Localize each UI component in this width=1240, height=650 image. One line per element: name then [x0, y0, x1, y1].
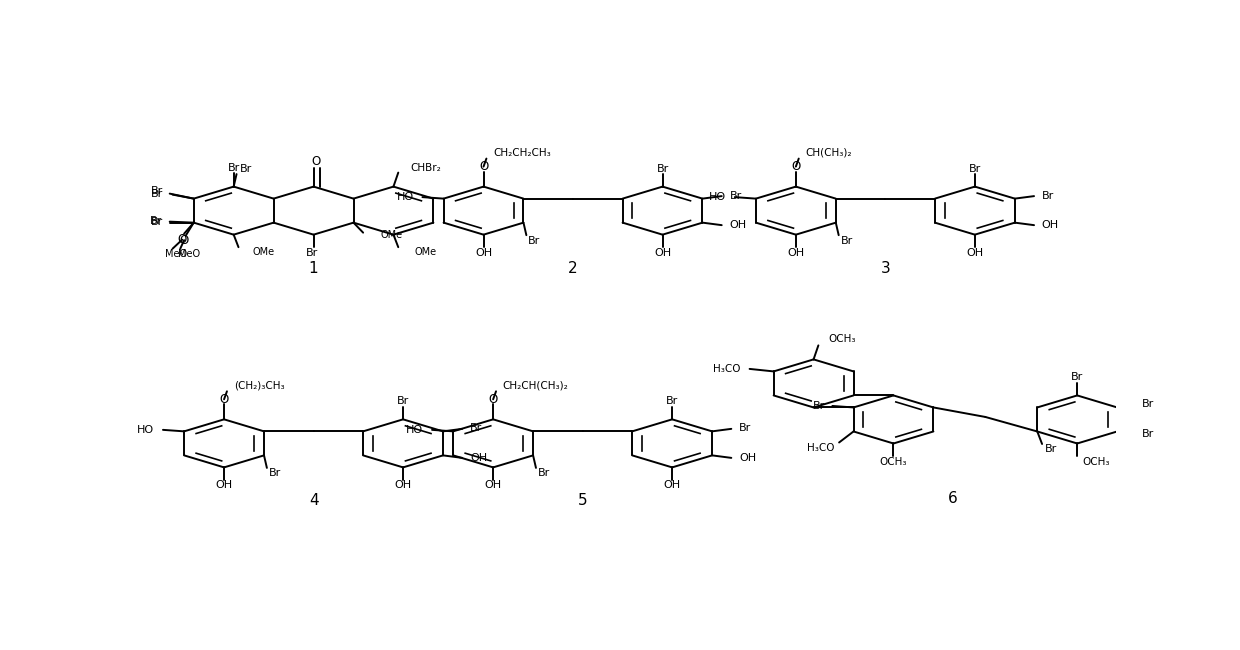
Text: HO: HO [709, 192, 727, 202]
Text: CHBr₂: CHBr₂ [410, 162, 441, 173]
Text: Br: Br [729, 190, 742, 201]
Text: CH₂CH(CH₃)₂: CH₂CH(CH₃)₂ [502, 380, 568, 390]
Text: OH: OH [1042, 220, 1059, 230]
Text: OH: OH [485, 480, 502, 490]
Text: HO: HO [407, 425, 423, 435]
Text: O: O [479, 160, 489, 173]
Text: Br: Br [470, 423, 482, 434]
Text: OH: OH [663, 480, 681, 490]
Text: OCH₃: OCH₃ [828, 334, 856, 345]
Text: O: O [180, 233, 188, 246]
Text: Br: Br [841, 236, 853, 246]
Text: HO: HO [397, 192, 414, 202]
Text: Br: Br [528, 236, 541, 246]
Text: O: O [177, 233, 187, 246]
Text: Br: Br [1042, 190, 1054, 201]
Text: OH: OH [787, 248, 805, 257]
Text: Br: Br [269, 469, 281, 478]
Text: OH: OH [966, 248, 983, 257]
Text: OCH₃: OCH₃ [1083, 456, 1110, 467]
Text: Br: Br [151, 216, 162, 227]
Text: CH₂CH₂CH₃: CH₂CH₂CH₃ [494, 148, 551, 157]
Text: Br: Br [151, 188, 162, 199]
Text: O: O [489, 393, 497, 406]
Text: OMe: OMe [414, 247, 436, 257]
Text: OH: OH [653, 248, 671, 257]
Text: OH: OH [739, 453, 756, 463]
Text: OMe: OMe [253, 247, 275, 257]
Text: Br: Br [239, 164, 252, 174]
Text: CH(CH₃)₂: CH(CH₃)₂ [806, 148, 852, 157]
Text: (CH₂)₃CH₃: (CH₂)₃CH₃ [233, 380, 284, 390]
Text: 3: 3 [880, 261, 890, 276]
Text: OH: OH [729, 220, 746, 230]
Text: HO: HO [138, 425, 154, 435]
Text: Br: Br [305, 248, 317, 257]
Text: Br: Br [1142, 400, 1154, 410]
Text: O: O [311, 155, 321, 168]
Text: Br: Br [968, 164, 981, 174]
Text: 2: 2 [568, 261, 578, 276]
Text: OMe: OMe [381, 230, 403, 240]
Text: Br: Br [1071, 372, 1084, 382]
Text: Br: Br [151, 186, 162, 196]
Text: Br: Br [397, 396, 409, 406]
Text: OH: OH [394, 480, 412, 490]
Text: MeO: MeO [177, 249, 200, 259]
Text: H₃CO: H₃CO [713, 364, 742, 374]
Text: MeO: MeO [165, 249, 187, 259]
Text: OH: OH [475, 248, 492, 257]
Text: Br: Br [1142, 429, 1154, 439]
Text: OH: OH [470, 453, 487, 463]
Text: Br: Br [666, 396, 678, 406]
Text: 4: 4 [309, 493, 319, 508]
Text: Br: Br [1045, 445, 1058, 454]
Text: 1: 1 [309, 261, 319, 276]
Text: Br: Br [538, 469, 551, 478]
Text: Br: Br [812, 401, 825, 411]
Text: Br: Br [150, 216, 162, 226]
Text: O: O [219, 393, 228, 406]
Text: Br: Br [739, 423, 751, 434]
Text: O: O [791, 160, 801, 173]
Text: OCH₃: OCH₃ [879, 456, 908, 467]
Text: Br: Br [656, 164, 668, 174]
Text: 5: 5 [578, 493, 588, 508]
Text: H₃CO: H₃CO [807, 443, 835, 453]
Text: 6: 6 [947, 491, 957, 506]
Text: OH: OH [216, 480, 233, 490]
Text: Br: Br [228, 162, 239, 173]
